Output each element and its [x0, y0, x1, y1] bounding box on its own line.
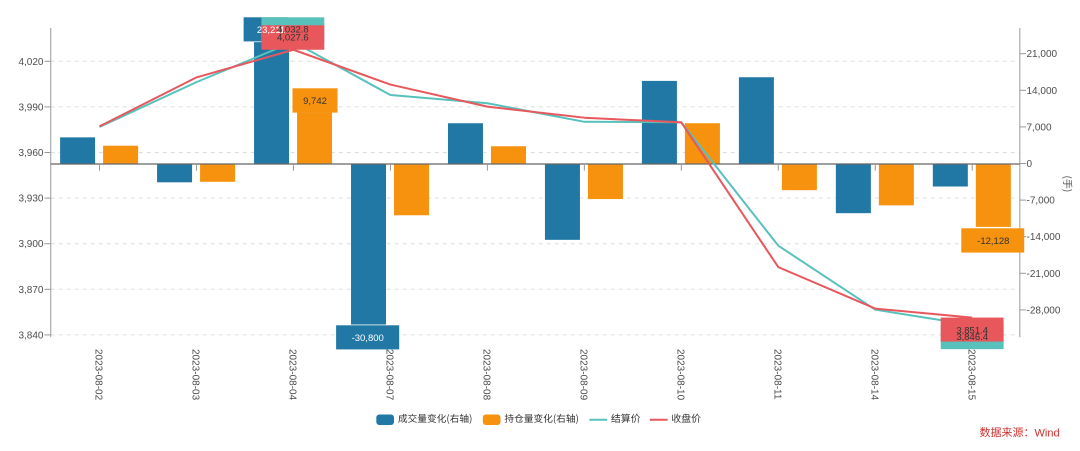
svg-text:4,020: 4,020	[18, 57, 43, 68]
svg-text:4,032.8: 4,032.8	[277, 24, 309, 35]
svg-text:-30,800: -30,800	[352, 333, 384, 344]
svg-text:2023-08-03: 2023-08-03	[190, 349, 201, 401]
svg-text:23,211: 23,211	[257, 25, 285, 36]
svg-text:2023-08-07: 2023-08-07	[384, 349, 395, 401]
svg-text:3,900: 3,900	[18, 239, 43, 250]
svg-text:-28,000: -28,000	[1027, 305, 1061, 316]
svg-text:3,990: 3,990	[18, 102, 43, 113]
svg-text:0: 0	[1027, 159, 1033, 170]
svg-text:3,930: 3,930	[18, 194, 43, 205]
svg-text:-7,000: -7,000	[1027, 196, 1056, 207]
svg-text:3,960: 3,960	[18, 148, 43, 159]
svg-text:2023-08-11: 2023-08-11	[771, 349, 782, 400]
svg-text:3,851.4: 3,851.4	[956, 325, 988, 336]
svg-text:-14,000: -14,000	[1027, 232, 1061, 243]
svg-text:2023-08-14: 2023-08-14	[868, 349, 879, 401]
svg-text:21,000: 21,000	[1027, 49, 1058, 60]
svg-text:9,742: 9,742	[303, 96, 327, 107]
svg-text:Wind: Wind	[1035, 427, 1060, 439]
svg-text:2023-08-09: 2023-08-09	[578, 349, 589, 401]
svg-text:4,027.6: 4,027.6	[277, 32, 309, 43]
svg-text:2023-08-04: 2023-08-04	[287, 349, 298, 401]
svg-text:2023-08-02: 2023-08-02	[93, 349, 104, 401]
svg-text:7,000: 7,000	[1027, 122, 1052, 133]
svg-text:-12,128: -12,128	[977, 236, 1009, 247]
svg-text:3,846.4: 3,846.4	[956, 332, 988, 343]
svg-text:2023-08-08: 2023-08-08	[481, 349, 492, 401]
svg-text:2023-08-15: 2023-08-15	[965, 349, 976, 401]
svg-text:-21,000: -21,000	[1027, 269, 1061, 280]
svg-text:2023-08-10: 2023-08-10	[674, 349, 685, 401]
svg-text:3,840: 3,840	[18, 330, 43, 341]
svg-text:3,870: 3,870	[18, 285, 43, 296]
svg-text:14,000: 14,000	[1027, 86, 1058, 97]
